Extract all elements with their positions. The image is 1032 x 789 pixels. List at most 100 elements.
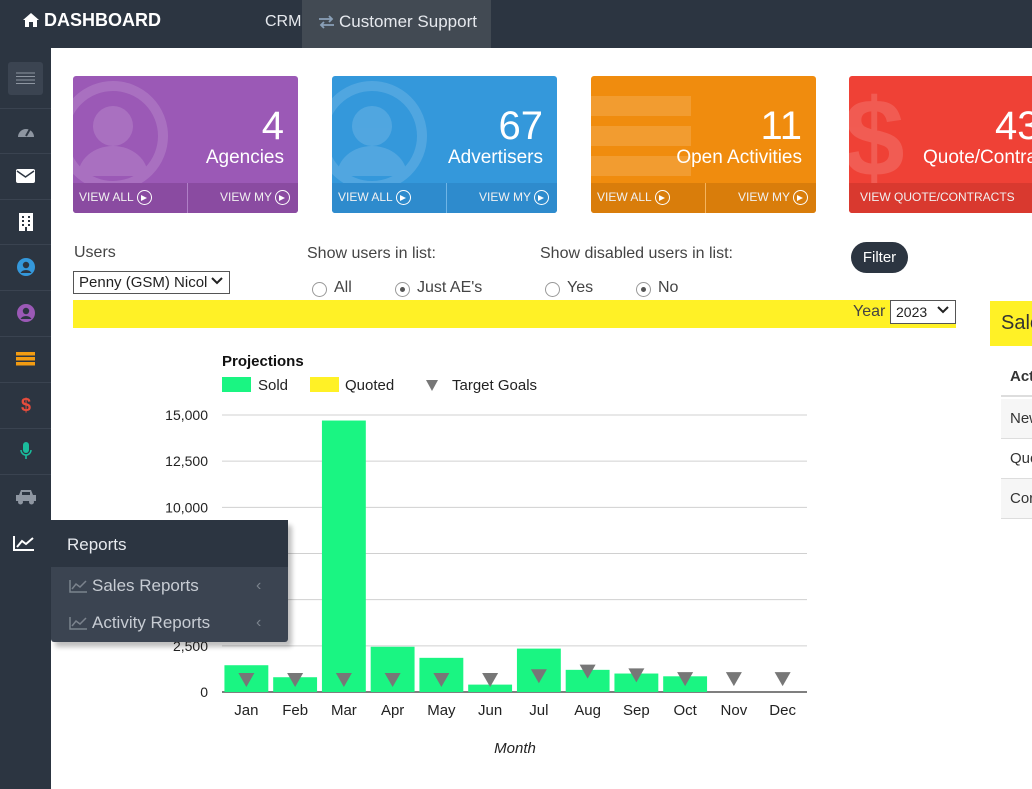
sidebar-item-activities[interactable] (0, 336, 51, 381)
reports-menu-title: Reports (67, 535, 127, 554)
agencies-card: 4 Agencies VIEW ALL VIEW MY (73, 76, 298, 213)
sidebar-item-advertisers[interactable] (0, 244, 51, 289)
x-tick-label: Jun (478, 702, 502, 719)
x-tick-label: Jul (529, 702, 548, 719)
view-quote-contracts-link[interactable]: VIEW QUOTE/CONTRACTS (860, 190, 1015, 204)
x-tick-label: Feb (282, 702, 308, 719)
view-my-label: VIEW MY (220, 190, 273, 204)
target-goal-marker (725, 672, 742, 687)
sidebar-item-quotes[interactable]: $ (0, 382, 51, 427)
sidebar-item-mail[interactable] (0, 153, 51, 198)
user-circle-icon (73, 81, 168, 186)
dollar-icon: $ (20, 395, 30, 415)
envelope-icon (16, 169, 35, 183)
user-circle-icon (16, 304, 35, 322)
advertisers-count: 67 (498, 104, 544, 148)
card-footer: VIEW ALL VIEW MY (591, 183, 816, 213)
projections-chart: Projections Sold Quoted Target Goals 02,… (165, 353, 807, 757)
chevron-down-icon (211, 277, 223, 285)
sidebar-item-agencies[interactable] (0, 290, 51, 335)
card-footer: VIEW QUOTE/CONTRACTS (849, 183, 1032, 213)
activities-view-all-link[interactable]: VIEW ALL (597, 183, 670, 213)
menu-item-sales-reports[interactable]: Sales Reports (69, 576, 199, 596)
activity-reports-label: Activity Reports (92, 613, 211, 632)
year-bar (73, 300, 956, 328)
sidebar-item-voice[interactable] (0, 428, 51, 473)
arrow-circle-icon (534, 190, 550, 205)
advertisers-card: 67 Advertisers VIEW ALL VIEW MY (332, 76, 557, 213)
users-select-value: Penny (GSM) Nicol (79, 274, 208, 291)
target-goal-marker (677, 672, 694, 687)
customer-support-tab[interactable]: Customer Support (302, 0, 491, 48)
filter-button[interactable]: Filter (851, 242, 908, 273)
target-goal-marker (482, 672, 499, 687)
sold-bar[interactable] (614, 673, 659, 692)
menu-icon (16, 72, 35, 84)
radio-no[interactable] (636, 282, 651, 297)
dashboard-link[interactable]: DASHBOARD (22, 0, 161, 40)
divider (446, 183, 447, 213)
x-tick-label: Mar (331, 702, 357, 719)
arrow-circle-icon (275, 190, 291, 205)
x-axis-title: Month (494, 740, 536, 757)
year-select[interactable]: 2023 (890, 300, 956, 324)
sidebar-item-reports[interactable]: Reports (0, 520, 288, 567)
agencies-view-my-link[interactable]: VIEW MY (220, 183, 291, 213)
target-goal-marker (433, 672, 450, 687)
swap-icon (319, 15, 334, 29)
x-tick-label: Nov (721, 702, 748, 719)
divider (705, 183, 706, 213)
arrow-circle-icon (395, 190, 411, 205)
agencies-count: 4 (261, 104, 284, 148)
radio-yes[interactable] (545, 282, 560, 297)
chevron-left-icon: ‹ (256, 614, 262, 631)
user-circle-icon (16, 258, 35, 276)
crm-tab[interactable]: CRM (265, 13, 302, 30)
year-select-value: 2023 (896, 304, 928, 320)
activities-view-my-link[interactable]: VIEW MY (738, 183, 809, 213)
radio-all[interactable] (312, 282, 327, 297)
year-label: Year (853, 303, 886, 320)
table-row: Quo (1001, 439, 1032, 479)
sold-bar[interactable] (565, 669, 610, 692)
radio-just-aes-label: Just AE's (417, 279, 483, 296)
view-all-label: VIEW ALL (79, 190, 134, 204)
menu-item-activity-reports[interactable]: Activity Reports (69, 613, 210, 633)
y-tick-label: 0 (200, 684, 208, 700)
menu-toggle-button[interactable] (8, 62, 43, 95)
agencies-label: Agencies (205, 147, 284, 168)
legend-quoted-label: Quoted (345, 377, 394, 394)
top-navbar: DASHBOARD CRM Customer Support (0, 0, 1032, 48)
sidebar-item-vehicles[interactable] (0, 474, 51, 519)
target-goal-marker (628, 668, 645, 683)
sidebar-item-companies[interactable] (0, 199, 51, 244)
target-goal-marker (238, 672, 255, 687)
show-users-label: Show users in list: (307, 245, 436, 262)
table-row: New (1001, 399, 1032, 439)
arrow-circle-icon (136, 190, 152, 205)
radio-no-label: No (658, 279, 679, 296)
open-activities-count: 11 (760, 104, 802, 148)
x-tick-label: Oct (673, 702, 697, 719)
sold-bar[interactable] (321, 420, 366, 692)
agencies-view-all-link[interactable]: VIEW ALL (79, 183, 152, 213)
open-activities-label: Open Activities (676, 147, 802, 168)
x-tick-label: Jan (234, 702, 258, 719)
users-label: Users (74, 244, 116, 261)
sidebar-item-dashboard[interactable] (0, 108, 51, 153)
target-goal-marker (530, 669, 547, 684)
legend-target-marker (426, 380, 438, 391)
sold-bar[interactable] (468, 684, 513, 692)
customer-support-label: Customer Support (339, 12, 477, 31)
users-select[interactable]: Penny (GSM) Nicol (73, 271, 230, 294)
target-goal-marker (287, 672, 304, 687)
chart-icon (69, 617, 87, 630)
advertisers-view-my-link[interactable]: VIEW MY (479, 183, 550, 213)
sales-reports-label: Sales Reports (92, 576, 199, 595)
list-icon (16, 352, 35, 366)
target-goal-marker (335, 672, 352, 687)
chevron-left-icon: ‹ (256, 577, 262, 594)
svg-text:$: $ (20, 395, 30, 415)
radio-just-aes[interactable] (395, 282, 410, 297)
advertisers-view-all-link[interactable]: VIEW ALL (338, 183, 411, 213)
